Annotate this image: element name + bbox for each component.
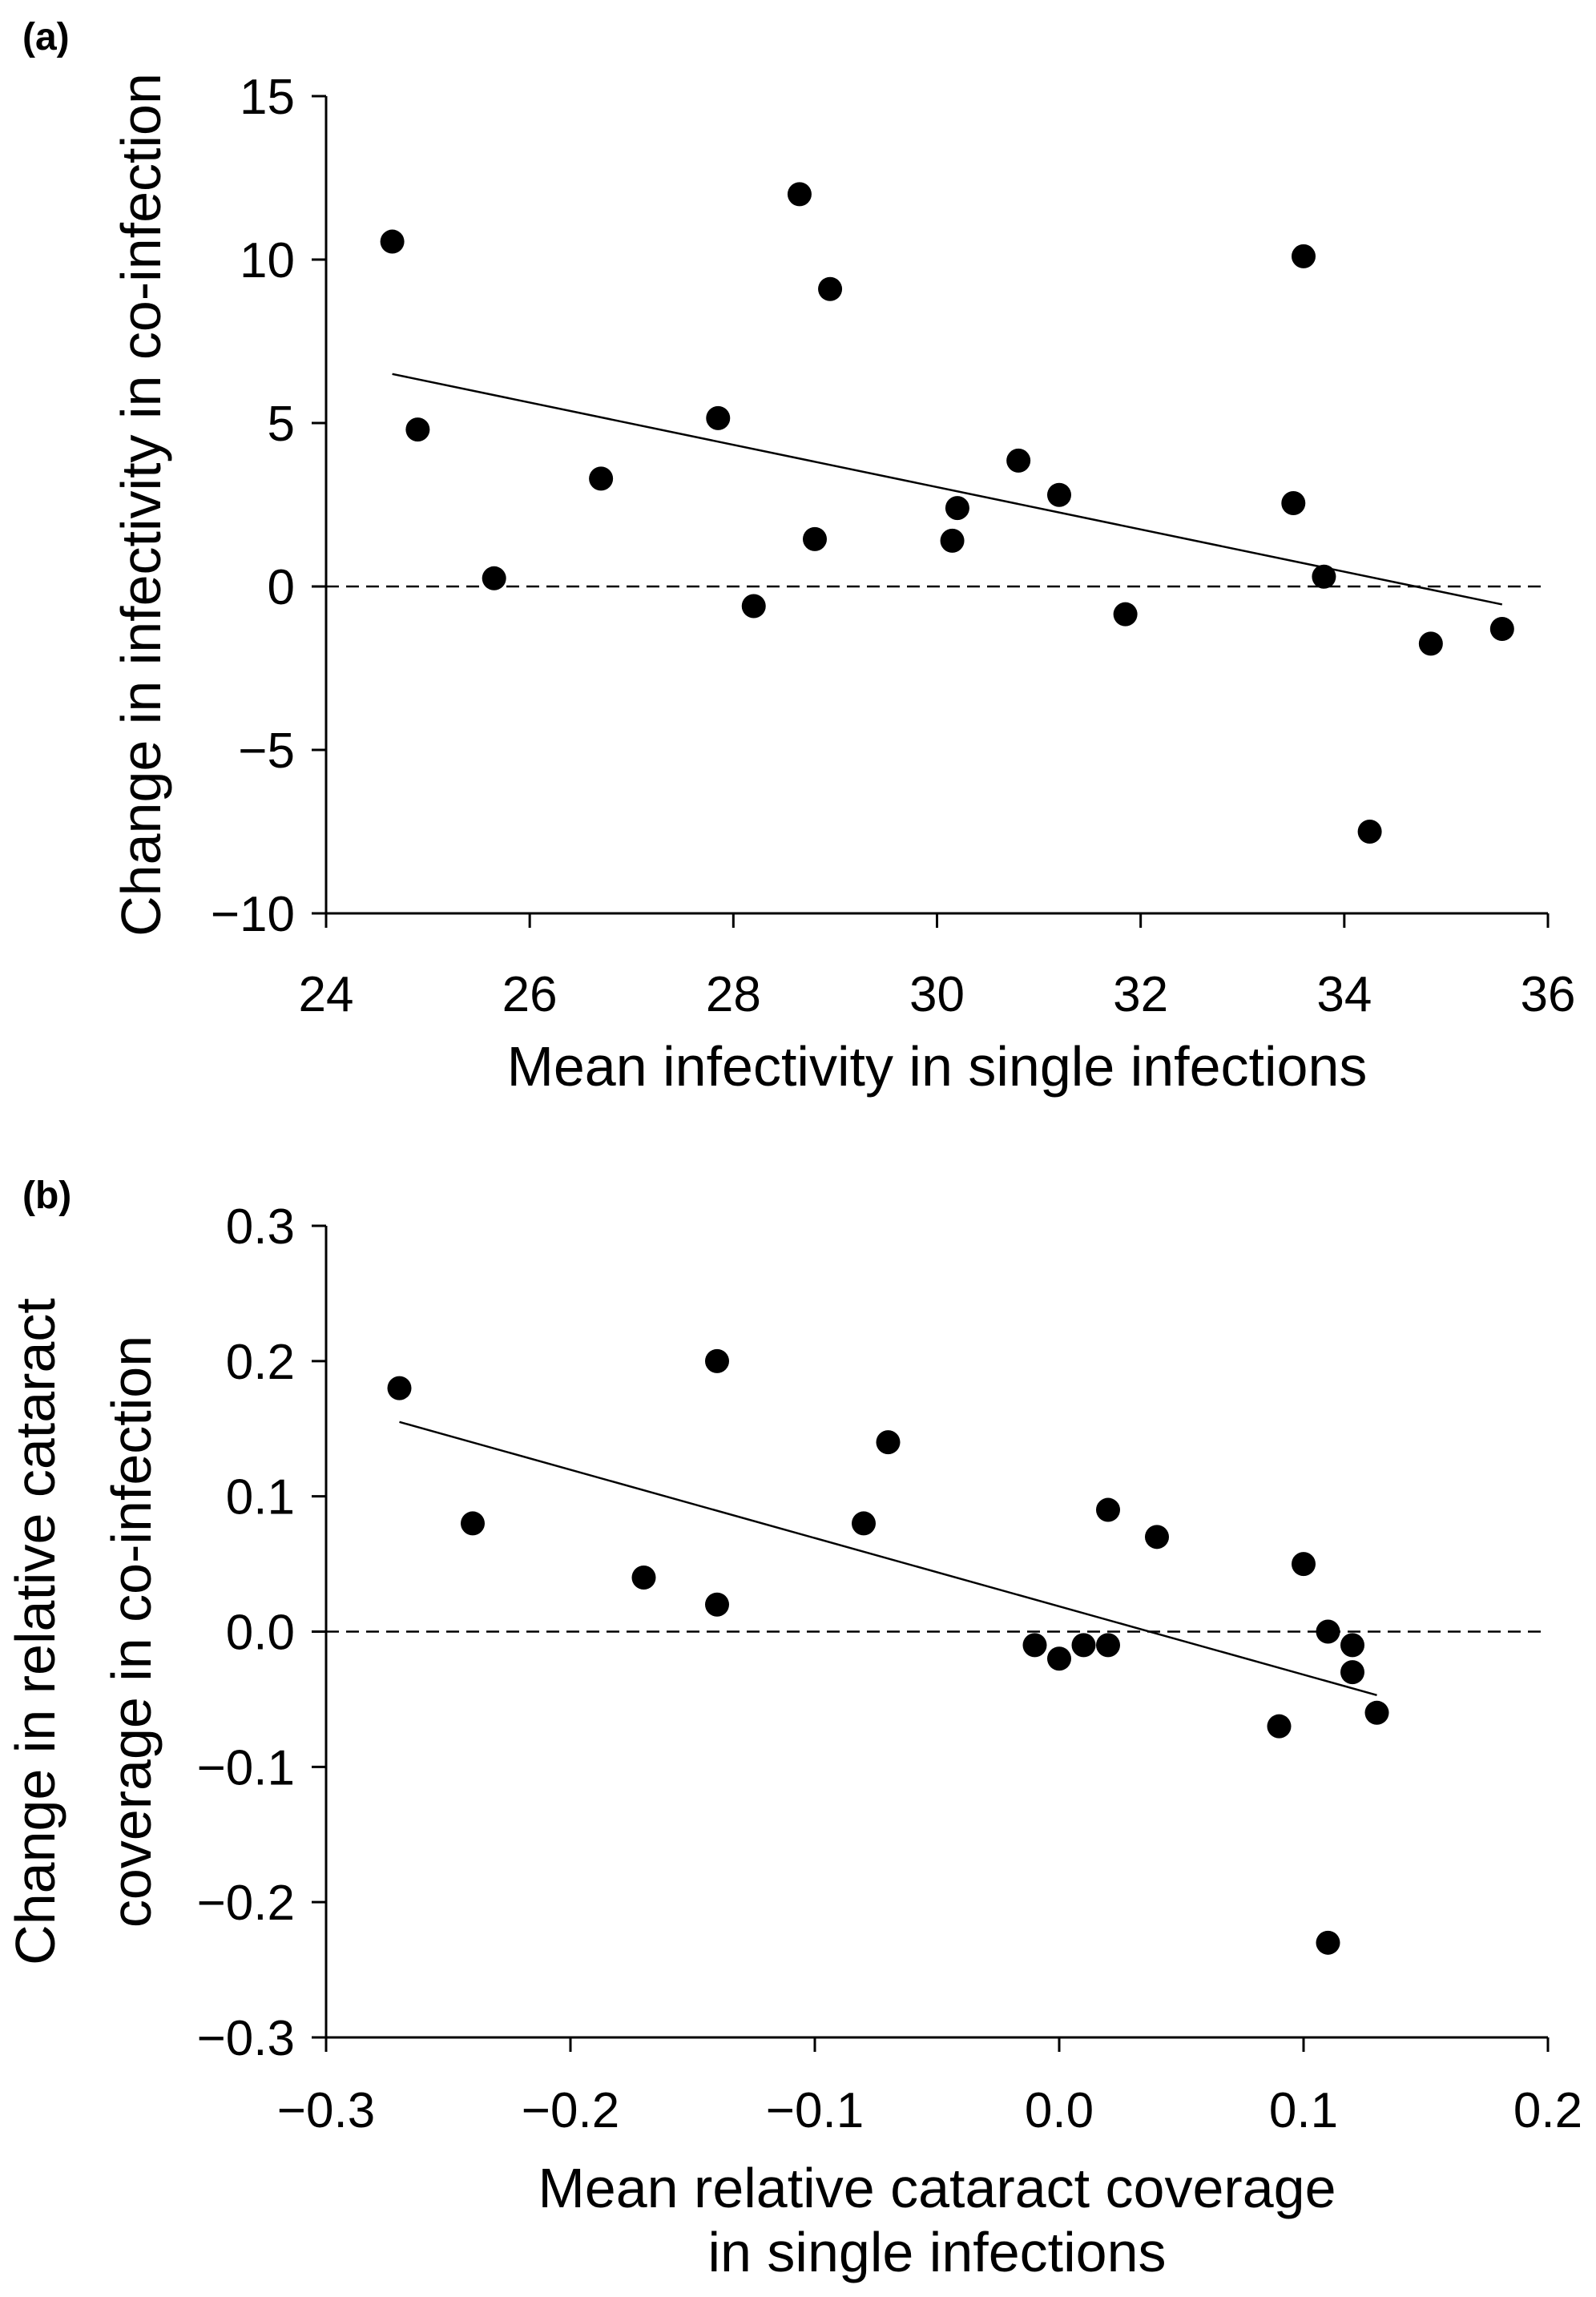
- data-point: [405, 417, 430, 442]
- x-tick-label: 30: [909, 967, 965, 1022]
- data-point: [461, 1511, 485, 1536]
- y-axis-label-line: coverage in co-infection: [100, 1336, 163, 1928]
- y-axis-label-line: Change in infectivity in co-infection: [110, 73, 172, 937]
- x-tick-label: 0.0: [1025, 2083, 1094, 2138]
- x-tick-label: 34: [1316, 967, 1372, 1022]
- x-tick-label: −0.1: [766, 2083, 864, 2138]
- data-point: [1340, 1660, 1364, 1685]
- y-tick-label: −0.1: [197, 1740, 295, 1795]
- x-tick-label: 0.2: [1513, 2083, 1582, 2138]
- data-point: [876, 1430, 901, 1455]
- data-point: [482, 566, 506, 590]
- data-point: [818, 276, 843, 301]
- x-axis-label-line: Mean relative cataract coverage: [538, 2157, 1336, 2219]
- data-point: [741, 594, 766, 619]
- data-point: [387, 1376, 412, 1400]
- y-tick-label: 0.2: [226, 1335, 295, 1390]
- data-point: [803, 526, 827, 551]
- y-axis-label-line: Change in relative cataract: [4, 1298, 66, 1965]
- data-point: [380, 229, 405, 254]
- data-point: [1312, 564, 1336, 589]
- x-axis-label-line: Mean infectivity in single infections: [507, 1035, 1368, 1098]
- y-tick-label: 5: [268, 397, 295, 452]
- panel-a: 24 26 28 30 32 34 36 −10 −5 0 5 10 15 Mean infectivit…: [22, 16, 1575, 1098]
- data-point: [1113, 602, 1138, 627]
- x-axis-label-line: in single infections: [708, 2221, 1167, 2283]
- y-tick-label: −0.2: [197, 1876, 295, 1931]
- x-axis-label: Mean infectivity in single infections: [507, 1035, 1368, 1098]
- x-tick-label: 28: [706, 967, 761, 1022]
- data-point: [1047, 1646, 1071, 1671]
- y-tick-label: −0.3: [197, 2011, 295, 2066]
- data-point: [1022, 1633, 1047, 1658]
- x-tick-label: −0.2: [522, 2083, 619, 2138]
- data-point: [1364, 1700, 1389, 1725]
- y-tick-label: 0.1: [226, 1470, 295, 1525]
- y-tick-label: −5: [238, 723, 295, 779]
- data-point: [631, 1565, 656, 1590]
- x-tick-label: −0.3: [277, 2083, 375, 2138]
- x-tick-label: 32: [1113, 967, 1168, 1022]
- data-point: [1006, 448, 1031, 473]
- x-tick-label: 0.1: [1269, 2083, 1338, 2138]
- data-point: [1340, 1633, 1364, 1658]
- x-axis-label: Mean relative cataract coverage in single…: [538, 2157, 1336, 2283]
- x-tick-label: 26: [502, 967, 558, 1022]
- y-tick-label: 15: [240, 70, 295, 125]
- data-point: [787, 182, 812, 207]
- regression-line: [392, 373, 1503, 606]
- data-point: [1292, 244, 1316, 268]
- y-axis-label: Change in relative cataract coverage in c…: [4, 1298, 163, 1965]
- data-point: [1047, 482, 1071, 507]
- data-point: [1145, 1525, 1169, 1549]
- data-point: [1357, 820, 1382, 844]
- data-point: [1267, 1714, 1292, 1739]
- regression-line: [399, 1421, 1377, 1697]
- x-tick-label: 24: [299, 967, 354, 1022]
- data-point: [940, 528, 965, 553]
- data-point: [705, 1592, 729, 1617]
- data-point: [1418, 631, 1443, 656]
- data-point: [589, 466, 614, 491]
- y-tick-label: 0.3: [226, 1199, 295, 1255]
- data-point: [1316, 1619, 1340, 1644]
- data-point: [852, 1511, 876, 1536]
- data-point: [1096, 1633, 1120, 1658]
- y-tick-label: −10: [211, 887, 295, 942]
- panel-b: −0.3 −0.2 −0.1 0.0 0.1 0.2 −0.3 −0.2 −0.1 0.0 0.1 0…: [4, 1175, 1582, 2283]
- x-tick-label: 36: [1521, 967, 1576, 1022]
- y-tick-label: 10: [240, 233, 295, 288]
- y-axis-label: Change in infectivity in co-infection: [110, 73, 172, 937]
- data-point: [1316, 1930, 1340, 1955]
- panel-label: (a): [22, 16, 70, 58]
- data-point: [705, 1348, 729, 1373]
- data-point: [1071, 1633, 1096, 1658]
- data-point: [706, 405, 731, 430]
- panel-label: (b): [22, 1175, 71, 1217]
- data-point: [945, 496, 969, 521]
- data-point: [1096, 1497, 1120, 1522]
- y-tick-label: 0.0: [226, 1606, 295, 1661]
- data-point: [1489, 617, 1514, 642]
- data-point: [1292, 1552, 1316, 1577]
- y-tick-label: 0: [268, 560, 295, 615]
- data-point: [1281, 490, 1306, 515]
